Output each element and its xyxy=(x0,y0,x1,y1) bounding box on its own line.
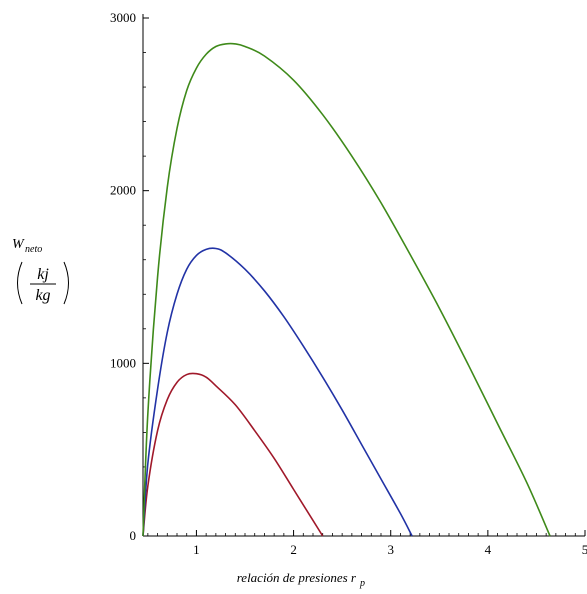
y-tick-label: 0 xyxy=(130,528,137,543)
y-axis-label-subscript: neto xyxy=(25,244,42,255)
y-axis-unit: kj kg xyxy=(17,261,69,305)
axes: 1 2 3 4 5 0 1000 2000 3000 xyxy=(110,10,587,557)
x-tick-label: 5 xyxy=(582,542,587,557)
unit-denominator: kg xyxy=(35,287,50,304)
series-line-1 xyxy=(142,372,324,537)
series-line-3 xyxy=(142,42,551,537)
series-layer xyxy=(142,42,551,537)
x-tick-label: 4 xyxy=(485,542,492,557)
y-axis-label: W xyxy=(12,237,25,252)
unit-numerator: kj xyxy=(37,266,49,283)
y-tick-label: 1000 xyxy=(110,355,136,370)
right-paren xyxy=(63,261,69,305)
y-tick-label: 3000 xyxy=(110,10,136,25)
x-tick-label: 1 xyxy=(193,542,200,557)
series-line-2 xyxy=(142,247,413,537)
y-tick-label: 2000 xyxy=(110,183,136,198)
x-tick-label: 3 xyxy=(387,542,394,557)
x-axis-label-subscript: p xyxy=(359,578,365,589)
left-paren xyxy=(17,261,23,305)
x-tick-label: 2 xyxy=(290,542,297,557)
x-axis-label: relación de presiones r xyxy=(237,570,357,585)
